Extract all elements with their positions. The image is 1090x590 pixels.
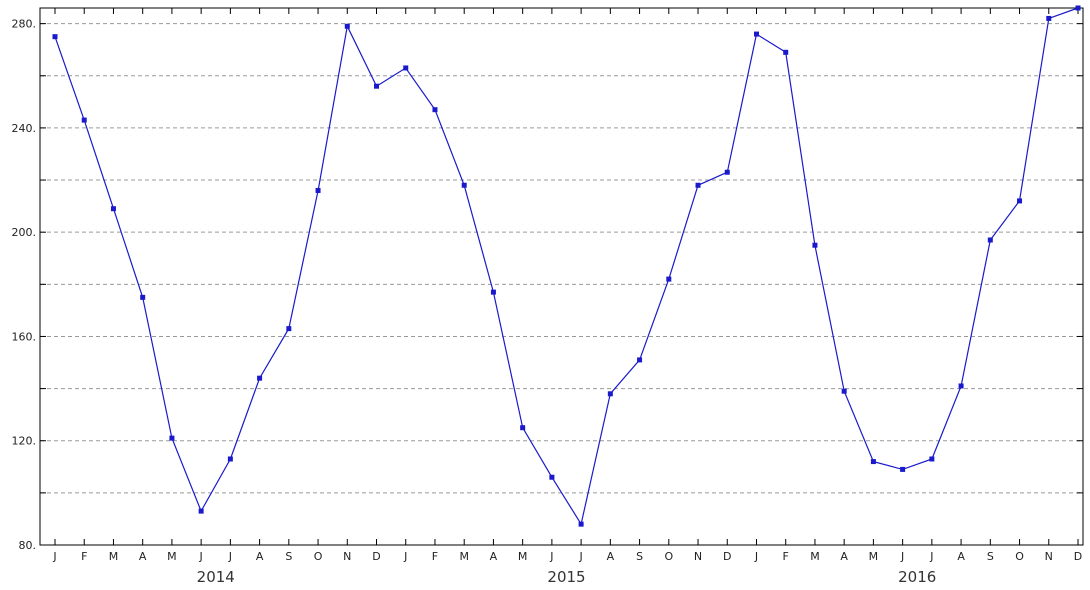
tick-labels: 80. 120. 160. 200. 240. 280. J F M A M J J A S O N D J F M A M… [12,18,1083,586]
data-point [461,182,467,188]
x-tick-label: A [139,550,147,563]
x-tick-label: A [490,550,498,563]
x-tick-label: M [869,550,879,563]
x-tick-label: M [810,550,820,563]
x-tick-label: A [256,550,264,563]
x-year-label: 2014 [197,568,235,586]
x-tick-label: N [1045,550,1053,563]
axes [39,7,1084,546]
data-point [374,83,380,89]
y-tick-label: 200. [12,226,37,239]
data-point [1017,198,1023,204]
x-tick-label: O [314,550,323,563]
data-point [344,23,350,29]
series-line [54,7,1079,526]
x-tick-label: J [199,550,203,563]
data-point [110,206,116,212]
x-tick-label: F [783,550,789,563]
data-point [578,521,584,527]
x-tick-label: M [518,550,528,563]
data-point [666,276,672,282]
y-tick-label: 240. [12,122,37,135]
x-tick-label: F [432,550,438,563]
x-tick-label: J [52,550,56,563]
data-point [490,289,496,295]
data-point [432,107,438,113]
data-point [870,459,876,465]
data-point [812,242,818,248]
data-point [929,456,935,462]
data-point [315,187,321,193]
data-point [52,34,58,40]
y-tick-label: 80. [19,539,37,552]
gridlines [40,23,1083,494]
x-tick-label: O [1015,550,1024,563]
x-tick-label: S [987,550,994,563]
x-tick-label: A [607,550,615,563]
data-point [958,383,964,389]
x-year-label: 2016 [898,568,936,586]
data-point [695,182,701,188]
x-tick-label: A [840,550,848,563]
x-tick-label: J [549,550,553,563]
x-tick-label: S [285,550,292,563]
data-point [286,326,292,332]
data-point [637,357,643,363]
data-point [549,474,555,480]
data-point [169,435,175,441]
data-point [900,466,906,472]
data-point [607,391,613,397]
y-tick-label: 120. [12,435,37,448]
x-tick-label: N [694,550,702,563]
data-point [257,375,263,381]
x-tick-label: D [1074,550,1082,563]
x-tick-label: J [929,550,933,563]
x-tick-label: D [372,550,380,563]
plot-frame [39,7,1084,546]
x-year-label: 2015 [547,568,585,586]
data-point [724,169,730,175]
x-tick-label: F [81,550,87,563]
data-point [841,388,847,394]
data-point [140,294,146,300]
data-point [520,425,526,431]
data-point [403,65,409,71]
data-point [1046,15,1052,21]
x-tick-label: S [636,550,643,563]
data-point [227,456,233,462]
x-tick-label: N [343,550,351,563]
y-tick-label: 280. [12,18,37,31]
x-tick-label: O [664,550,673,563]
x-tick-label: J [754,550,758,563]
data-point [81,117,87,123]
series-group [52,5,1081,527]
x-tick-label: J [228,550,232,563]
data-point [198,508,204,514]
data-point [753,31,759,37]
data-point [1075,5,1081,11]
x-tick-label: M [167,550,177,563]
data-point [783,49,789,55]
x-tick-label: D [723,550,731,563]
x-tick-label: A [957,550,965,563]
x-tick-label: J [900,550,904,563]
y-tick-label: 160. [12,330,37,343]
x-tick-label: J [578,550,582,563]
x-tick-label: J [403,550,407,563]
x-tick-label: M [109,550,119,563]
data-point [987,237,993,243]
x-tick-label: M [459,550,469,563]
